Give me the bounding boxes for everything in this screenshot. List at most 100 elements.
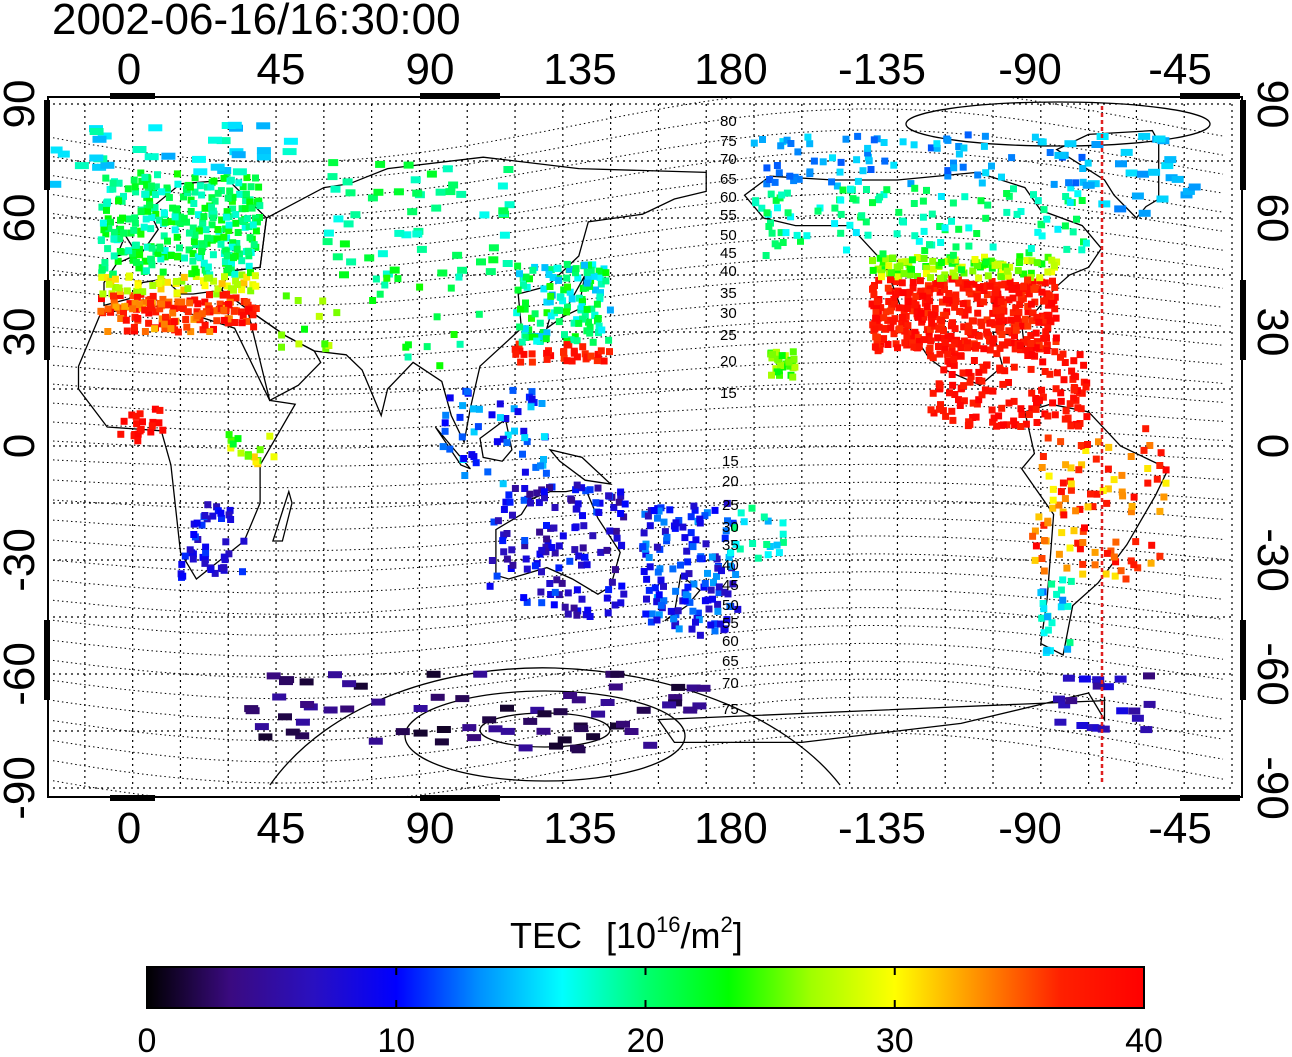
tec-cell: [864, 149, 872, 157]
tec-cell: [715, 583, 723, 591]
tec-cell: [129, 292, 137, 300]
tec-cell: [502, 260, 513, 267]
tec-cell: [969, 399, 977, 407]
bottom-longitude-labels: 0 45 90 135 180 -135 -90 -45: [117, 804, 1212, 853]
tec-cell: [874, 265, 882, 273]
tec-cell: [578, 595, 586, 603]
tec-cell: [104, 274, 111, 281]
tec-cell: [909, 284, 917, 292]
tec-cell: [543, 309, 551, 317]
tec-cell: [869, 257, 876, 265]
coastline: [548, 448, 613, 485]
tec-cell: [132, 412, 140, 420]
tec-cell: [583, 279, 591, 287]
tec-cell: [202, 226, 210, 234]
right-lat-label: 30: [1248, 308, 1292, 357]
tec-cell: [197, 240, 205, 248]
tec-cell: [1014, 267, 1022, 275]
tec-cell: [612, 527, 620, 535]
tec-cell: [214, 226, 222, 233]
tec-cell: [563, 357, 571, 365]
tec-cell: [229, 440, 237, 448]
tec-cell: [605, 586, 613, 594]
contour-label: 40: [722, 557, 739, 574]
tec-cell: [530, 706, 545, 714]
tec-cell: [885, 298, 893, 305]
tec-cell: [182, 316, 190, 323]
tec-cell: [596, 499, 604, 507]
tec-cell: [173, 278, 180, 285]
tec-cell: [458, 433, 466, 441]
tec-cell: [1025, 290, 1033, 298]
tec-cell: [1066, 198, 1074, 206]
tec-cell: [687, 529, 695, 537]
tec-cell: [990, 335, 998, 343]
tec-cell: [779, 519, 787, 527]
right-lat-label: 90: [1248, 80, 1292, 129]
tec-cell: [954, 276, 962, 284]
tec-cell: [570, 744, 584, 752]
tec-cell: [923, 186, 930, 194]
tec-cell: [935, 325, 943, 333]
tec-cell: [617, 510, 625, 517]
tec-cell: [240, 279, 248, 287]
tec-cell: [660, 597, 668, 605]
tec-cell: [367, 194, 378, 202]
tec-cell: [1076, 722, 1089, 729]
tec-cell: [1032, 542, 1040, 550]
tec-cell: [995, 318, 1003, 326]
tec-cell: [672, 587, 680, 595]
tec-cell: [412, 230, 423, 238]
tec-cell: [653, 616, 661, 624]
tec-cell: [521, 434, 529, 442]
tec-cell: [1091, 141, 1104, 148]
tec-cell: [683, 547, 691, 555]
tec-cell: [711, 506, 719, 514]
tec-cell: [553, 576, 561, 584]
tec-cell: [112, 303, 120, 311]
tec-cell: [346, 258, 357, 266]
tec-cell: [1092, 455, 1100, 463]
tec-cell: [504, 431, 512, 439]
tec-cell: [237, 308, 245, 316]
tec-cell: [885, 262, 893, 270]
tec-cell: [849, 195, 857, 203]
tec-cell: [228, 259, 235, 267]
tec-cell: [509, 511, 516, 519]
tec-cell: [99, 290, 107, 298]
tec-cell: [546, 283, 554, 290]
tec-cell: [120, 192, 127, 200]
tec-cell: [692, 536, 700, 544]
tec-cell: [689, 607, 697, 615]
tec-cell: [221, 258, 229, 266]
tec-cell: [181, 254, 188, 262]
tec-cell: [978, 377, 986, 385]
tec-cell: [266, 432, 274, 440]
tec-cell: [527, 403, 535, 411]
tec-cell: [956, 308, 964, 315]
tec-cell: [227, 436, 235, 444]
tec-cell: [488, 411, 496, 419]
tec-cell: [1068, 367, 1076, 375]
tec-cell: [339, 271, 349, 279]
tec-cell: [655, 611, 663, 619]
tec-cell: [247, 269, 254, 277]
tec-cell: [252, 227, 260, 235]
tec-cell: [1079, 560, 1087, 568]
tec-cell: [790, 355, 798, 363]
tec-cell: [595, 509, 603, 516]
tec-cell: [790, 177, 798, 185]
tec-cell: [941, 224, 949, 232]
tec-cell: [681, 596, 689, 604]
tec-cell: [854, 177, 862, 185]
tec-cell: [198, 244, 206, 252]
top-lon-label: -90: [998, 45, 1062, 94]
tec-cell: [500, 506, 508, 513]
tec-cell: [709, 595, 716, 603]
tec-cell: [221, 556, 229, 564]
tec-cell: [1083, 413, 1091, 421]
tec-cell: [1033, 419, 1041, 426]
tec-cell: [542, 543, 550, 551]
tec-cell: [1128, 502, 1136, 510]
tec-cell: [617, 492, 625, 500]
